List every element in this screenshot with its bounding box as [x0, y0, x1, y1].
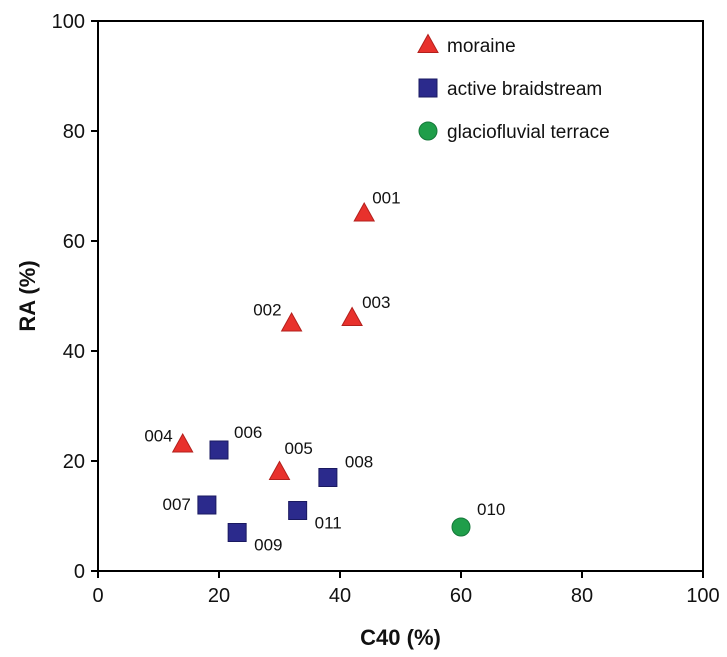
point-label-009: 009	[254, 536, 282, 555]
y-tick-label: 60	[63, 231, 85, 253]
data-point-004	[171, 432, 194, 453]
data-point-003	[341, 306, 363, 326]
x-tick-label: 20	[208, 585, 230, 607]
x-tick-label: 80	[571, 585, 593, 607]
data-point-008	[318, 468, 338, 487]
data-points: 001 002 003 004 005 006 007 008 009 011 010	[144, 189, 505, 555]
y-tick-label: 0	[74, 561, 85, 583]
x-tick-label: 60	[450, 585, 472, 607]
point-label-003: 003	[362, 293, 390, 312]
point-label-010: 010	[477, 500, 505, 519]
x-tick-label: 40	[329, 585, 351, 607]
y-axis-title: RA (%)	[15, 260, 40, 331]
point-label-006: 006	[234, 423, 262, 442]
plot-frame	[97, 20, 704, 572]
y-tick-label: 80	[63, 121, 85, 143]
legend-label: glaciofluvial terrace	[447, 122, 610, 143]
data-point-007	[197, 495, 217, 515]
data-point-006	[209, 440, 229, 460]
legend-marker-circle	[418, 121, 438, 141]
legend-marker-square	[418, 78, 438, 98]
data-point-011	[288, 501, 308, 520]
x-tick-label: 100	[686, 585, 719, 607]
data-point-005	[268, 460, 291, 480]
y-tick-label: 20	[63, 451, 85, 473]
point-label-011: 011	[315, 514, 342, 533]
y-tick-label: 40	[63, 341, 85, 363]
point-label-001: 001	[372, 189, 400, 208]
point-label-005: 005	[285, 439, 313, 458]
data-point-001	[353, 201, 376, 222]
axis-ticks: 0 20 40 60 80 100 0 20 40 60 80 100	[52, 11, 720, 607]
point-label-004: 004	[144, 427, 172, 446]
data-point-009	[227, 523, 247, 542]
data-point-010	[451, 517, 471, 537]
legend: moraine active braidstream glaciofluvial t…	[417, 33, 610, 143]
legend-label: moraine	[447, 36, 516, 57]
legend-marker-triangle	[417, 33, 439, 53]
point-label-008: 008	[345, 453, 373, 472]
y-tick-label: 100	[52, 11, 85, 33]
point-label-002: 002	[253, 301, 281, 320]
x-axis-title: C40 (%)	[360, 625, 441, 650]
point-label-007: 007	[163, 495, 191, 514]
x-tick-label: 0	[92, 585, 103, 607]
data-point-002	[280, 311, 303, 332]
legend-label: active braidstream	[447, 79, 602, 100]
